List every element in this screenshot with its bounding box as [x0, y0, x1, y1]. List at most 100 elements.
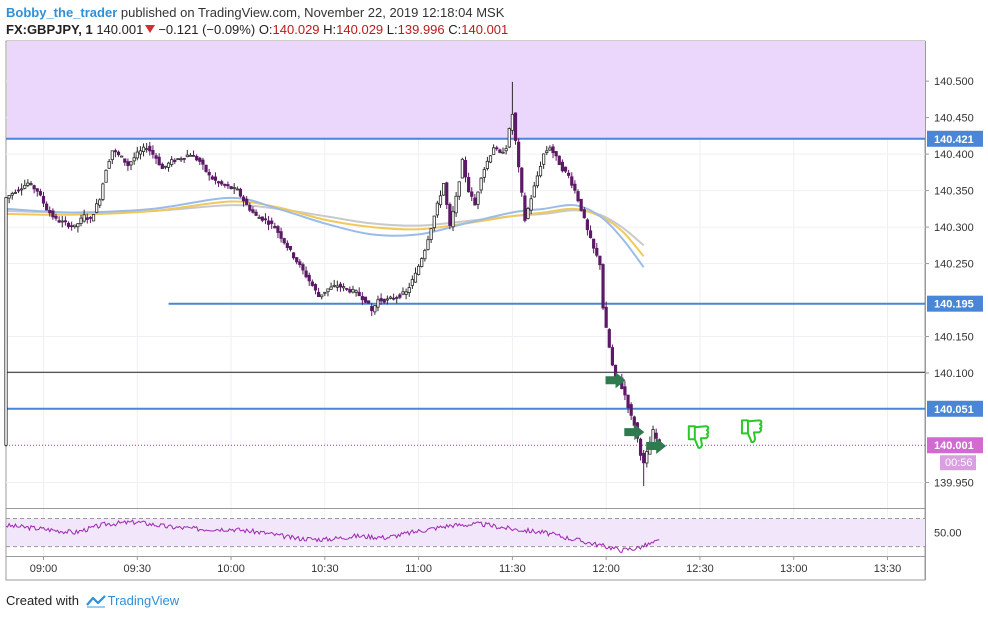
candle-body	[66, 222, 71, 228]
candle-body	[467, 177, 471, 193]
candle-body	[595, 247, 599, 256]
candle-body	[288, 246, 293, 250]
candle-body	[585, 219, 590, 231]
candle-body	[373, 305, 377, 313]
moving-averages	[5, 196, 645, 268]
left-arrow-icon	[646, 437, 667, 454]
candle-body	[298, 261, 302, 265]
candle-body	[204, 164, 208, 172]
candle-body	[485, 160, 489, 169]
candle-body	[4, 197, 8, 446]
candle-body	[360, 296, 364, 301]
candle-body	[282, 238, 286, 244]
candle-body	[79, 217, 83, 224]
candle-body	[51, 210, 55, 218]
close-label: C:	[448, 22, 462, 37]
price-tag-label: 140.195	[934, 299, 974, 311]
candle-body	[563, 166, 568, 172]
candle-body	[185, 154, 189, 158]
candle-body	[376, 299, 380, 308]
x-tick-label: 09:30	[124, 563, 152, 575]
candle-body	[57, 220, 61, 223]
price-tag-bg	[927, 437, 983, 454]
candle-body	[116, 151, 121, 156]
open-value: 140.029	[272, 22, 320, 37]
thumbs-down-icon	[740, 419, 763, 444]
price-change: −0.121 (−0.09%)	[158, 22, 256, 37]
candle-body	[570, 176, 574, 186]
x-tick-label: 11:30	[499, 563, 526, 575]
candle-body	[354, 290, 358, 293]
candle-body	[335, 285, 339, 288]
price-tag-label: 140.421	[934, 134, 974, 146]
candle-body	[207, 172, 211, 176]
price-axis[interactable]: 140.500 140.450 140.400 140.350 140.300 140.2…	[925, 76, 974, 489]
candle-body	[560, 161, 565, 172]
candle-body	[498, 149, 502, 153]
candle-body	[107, 160, 111, 169]
candle-body	[20, 188, 24, 191]
candle-body	[132, 157, 136, 162]
x-tick-label: 09:00	[30, 563, 58, 575]
author-name[interactable]: Bobby_the_trader	[6, 5, 118, 20]
candle-body	[91, 214, 96, 222]
candle-body	[126, 161, 130, 166]
open-label: O:	[258, 22, 273, 37]
candle-body	[291, 252, 296, 259]
candle-body	[454, 195, 458, 214]
candle-body	[226, 184, 230, 187]
candle-body	[432, 215, 436, 229]
candle-body	[554, 151, 558, 157]
candle-body	[473, 197, 477, 206]
candle-body	[263, 218, 268, 221]
time-axis[interactable]: 09:00 09:30 10:00 10:30 11:00 11:30 12:00 12:30…	[30, 556, 902, 575]
candle-body	[645, 451, 649, 464]
candle-body	[148, 145, 152, 152]
thumb-shape	[687, 425, 710, 449]
arrow-shape	[624, 424, 645, 441]
candle-body	[451, 210, 455, 228]
candle-body	[216, 181, 221, 184]
candle-body	[320, 294, 324, 298]
candle-body	[513, 112, 518, 141]
price-tag-bg	[927, 130, 983, 147]
candle-body	[251, 209, 255, 213]
candle-body	[523, 195, 527, 221]
candle-body	[507, 128, 511, 148]
candle-body	[245, 198, 249, 206]
candle-body	[445, 182, 449, 205]
candle-body	[463, 159, 468, 178]
candle-body	[129, 161, 133, 166]
candle-body	[551, 146, 555, 154]
symbol-info: FX:GBPJPY, 1 140.001 −0.121 (−0.09%) O:14…	[6, 22, 508, 38]
candle-body	[542, 153, 546, 165]
publish-info: Bobby_the_trader published on TradingVie…	[6, 5, 504, 21]
tradingview-brand[interactable]: TradingView	[107, 593, 180, 608]
candle-body	[623, 386, 627, 396]
candle-body	[401, 291, 405, 295]
candle-body	[573, 183, 577, 191]
candle-body	[104, 169, 108, 183]
candle-body	[398, 294, 402, 298]
candles	[4, 81, 661, 487]
y-tick-label: 140.100	[934, 368, 974, 380]
candle-body	[642, 452, 646, 464]
rsi-line	[5, 519, 660, 553]
candle-body	[101, 183, 105, 200]
candle-body	[160, 163, 164, 169]
x-tick-label: 13:30	[874, 563, 902, 575]
price-tag-label: 140.051	[934, 404, 974, 416]
candle-body	[120, 155, 124, 158]
candle-body	[610, 347, 615, 366]
x-tick-label: 12:30	[686, 563, 714, 575]
candle-body	[545, 150, 549, 154]
candle-body	[388, 296, 393, 299]
footer: Created with TradingView	[6, 593, 179, 609]
price-tag-bg	[927, 295, 983, 312]
candle-body	[85, 217, 89, 220]
candle-body	[304, 270, 308, 278]
candle-body	[195, 156, 199, 161]
horizontal-levels	[6, 137, 925, 446]
y-tick-label: 140.300	[934, 222, 974, 234]
